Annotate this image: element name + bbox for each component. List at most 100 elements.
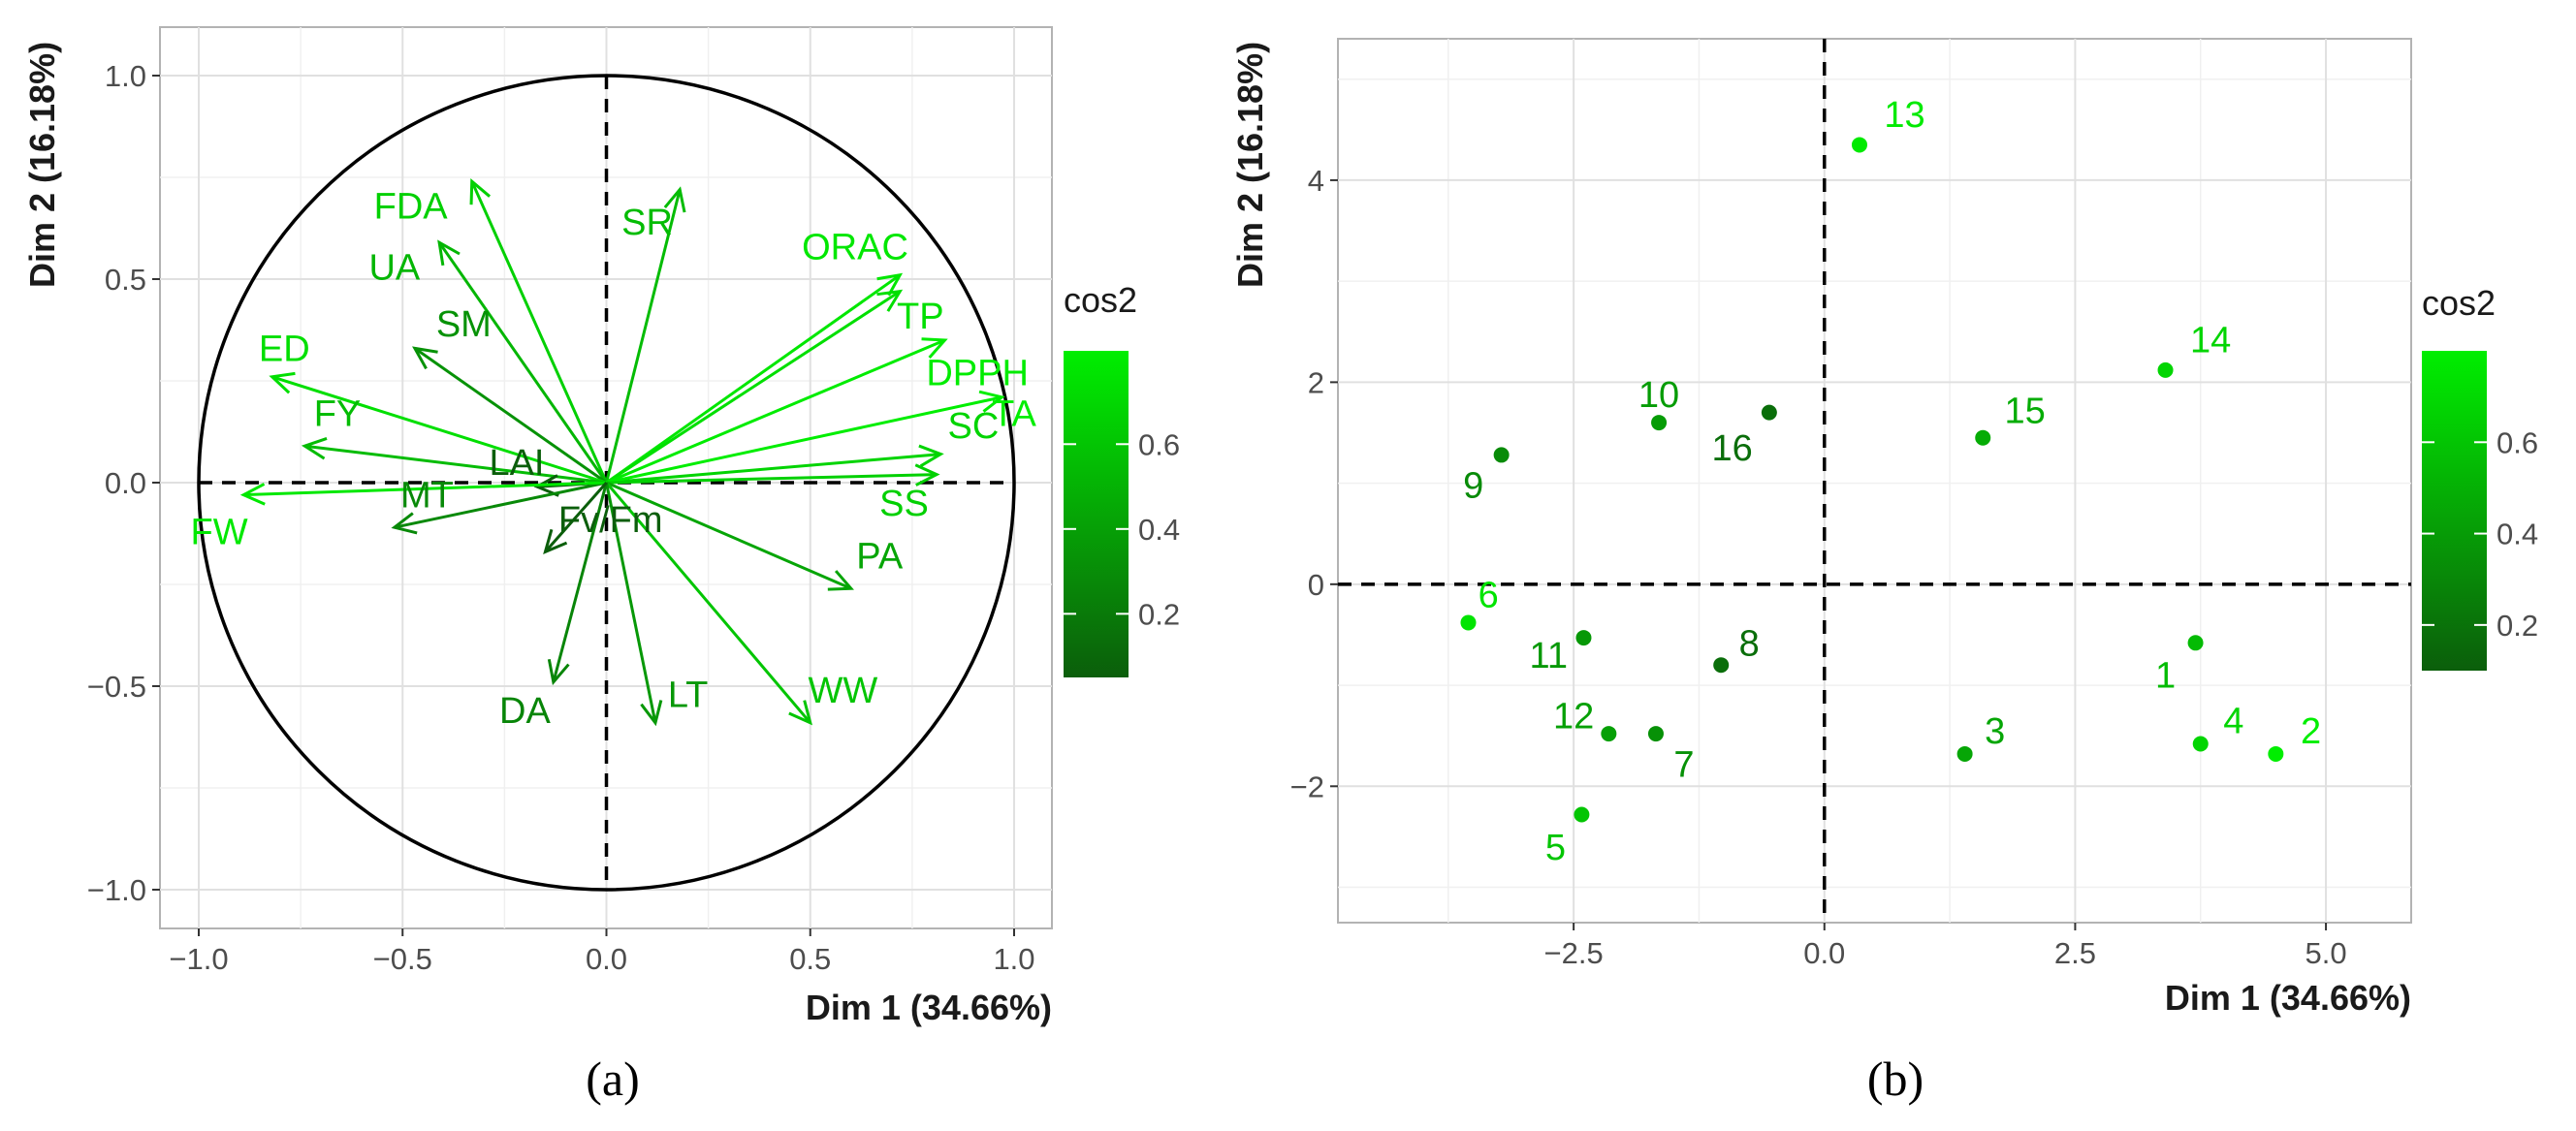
panel-b-x-axis-title: Dim 1 (34.66%) bbox=[2165, 978, 2411, 1018]
arrow-ss bbox=[606, 473, 938, 485]
point-5 bbox=[1574, 806, 1590, 823]
panel-a-x-tick-label: 1.0 bbox=[993, 942, 1034, 976]
panel-b-legend: cos2 0.2 0.4 0.6 bbox=[2422, 283, 2538, 671]
arrow-dpph bbox=[605, 338, 946, 485]
arrow-sr bbox=[605, 189, 682, 484]
point-label-5: 5 bbox=[1545, 828, 1566, 868]
panel-a-y-ticks: −1.0 −0.5 0.0 0.5 1.0 bbox=[87, 59, 160, 907]
panel-a-y-axis-title: Dim 2 (16.18%) bbox=[22, 42, 62, 288]
arrowhead-fda bbox=[469, 178, 492, 205]
arrowhead-ss bbox=[914, 463, 940, 487]
panel-a-correlation-circle bbox=[197, 74, 1016, 892]
point-9 bbox=[1493, 447, 1510, 463]
variable-label-ww: WW bbox=[809, 671, 878, 711]
panel-a-unit-circle bbox=[197, 74, 1016, 892]
arrow-ww bbox=[605, 482, 811, 724]
panel-b-legend-ticks: 0.2 0.4 0.6 bbox=[2422, 425, 2538, 643]
panel-a-y-tick-label: −1.0 bbox=[87, 873, 146, 907]
point-3 bbox=[1956, 745, 1973, 762]
panel-b-legend-tick-label: 0.4 bbox=[2496, 518, 2538, 551]
panel-b-legend-tick-label: 0.2 bbox=[2496, 609, 2538, 643]
panel-a-y-tick-label: 0.5 bbox=[105, 263, 146, 297]
arrowhead-pa bbox=[827, 570, 854, 591]
arrowhead-lai bbox=[533, 474, 559, 497]
point-15 bbox=[1975, 429, 1991, 446]
point-label-8: 8 bbox=[1739, 623, 1760, 664]
variable-label-mt: MT bbox=[400, 476, 454, 517]
panel-b-x-tick-label: 2.5 bbox=[2054, 936, 2096, 970]
arrowhead-sc bbox=[918, 444, 944, 468]
arrow-ua bbox=[437, 241, 608, 484]
panel-a-x-tick-label: −1.0 bbox=[169, 942, 228, 976]
arrow-ed bbox=[271, 375, 607, 485]
panel-a-legend-title: cos2 bbox=[1064, 280, 1137, 320]
panel-a-legend-tick-label: 0.6 bbox=[1138, 427, 1180, 461]
arrowhead-da bbox=[547, 658, 570, 686]
panel-a-x-ticks: −1.0 −0.5 0.0 0.5 1.0 bbox=[169, 928, 1035, 976]
arrowhead-lt bbox=[640, 700, 663, 727]
arrow-fda bbox=[470, 180, 608, 484]
arrowhead-fw bbox=[239, 483, 266, 506]
variable-label-ed: ED bbox=[259, 329, 310, 369]
panel-b-y-ticks: −2 0 2 4 bbox=[1290, 164, 1338, 803]
arrowhead-dpph bbox=[921, 337, 948, 359]
variable-label-fv-fm: Fv/Fm bbox=[558, 500, 663, 541]
panel-b-legend-colorbar bbox=[2422, 351, 2487, 671]
arrow-tp bbox=[605, 290, 902, 485]
panel-a-legend-ticks: 0.2 0.4 0.6 bbox=[1064, 427, 1180, 631]
panel-b-x-ticks: −2.5 0.0 2.5 5.0 bbox=[1544, 923, 2347, 970]
point-6 bbox=[1460, 614, 1477, 631]
point-label-6: 6 bbox=[1479, 575, 1499, 615]
arrowhead-ta bbox=[978, 390, 1005, 413]
panel-b-x-tick-label: 5.0 bbox=[2306, 936, 2347, 970]
point-11 bbox=[1575, 630, 1592, 646]
arrow-fv-fm bbox=[544, 482, 608, 553]
point-14 bbox=[2157, 361, 2174, 378]
panel-a-y-tick-label: 0.0 bbox=[105, 466, 146, 500]
panel-a-legend-tick-label: 0.4 bbox=[1138, 513, 1180, 547]
panel-a-x-axis-title: Dim 1 (34.66%) bbox=[806, 988, 1052, 1027]
panel-b-y-tick-label: −2 bbox=[1290, 770, 1324, 803]
panel-b-x-tick-label: 0.0 bbox=[1803, 936, 1845, 970]
panel-a-x-tick-label: 0.0 bbox=[586, 942, 627, 976]
arrow-lt bbox=[605, 482, 657, 724]
point-label-14: 14 bbox=[2190, 321, 2231, 361]
point-label-10: 10 bbox=[1638, 375, 1679, 416]
panel-b-reference-lines bbox=[1338, 39, 2411, 923]
panel-b-points bbox=[1460, 137, 2284, 823]
variable-label-sr: SR bbox=[621, 203, 673, 243]
point-7 bbox=[1647, 726, 1664, 742]
panel-b-legend-title: cos2 bbox=[2422, 283, 2496, 323]
arrow-mt bbox=[394, 481, 607, 529]
point-12 bbox=[1601, 726, 1617, 742]
point-label-11: 11 bbox=[1530, 636, 1568, 676]
variable-label-lai: LAI bbox=[489, 443, 544, 484]
variable-label-fy: FY bbox=[314, 394, 362, 435]
panel-b-legend-tick-label: 0.6 bbox=[2496, 425, 2538, 459]
point-4 bbox=[2192, 736, 2209, 752]
variable-label-pa: PA bbox=[856, 537, 904, 578]
variable-label-fda: FDA bbox=[374, 186, 449, 227]
arrow-orac bbox=[605, 273, 902, 485]
arrowhead-orac bbox=[876, 272, 904, 297]
panel-b-plot-background bbox=[1337, 38, 2412, 924]
point-label-16: 16 bbox=[1711, 428, 1752, 469]
point-label-13: 13 bbox=[1884, 95, 1924, 136]
variable-label-sc: SC bbox=[948, 406, 1000, 447]
arrow-fw bbox=[243, 481, 607, 497]
panel-a-y-tick-label: −0.5 bbox=[87, 670, 146, 704]
panel-b-y-tick-label: 0 bbox=[1308, 568, 1324, 602]
point-1 bbox=[2187, 635, 2204, 651]
point-label-12: 12 bbox=[1553, 696, 1594, 737]
panel-a-y-tick-label: 1.0 bbox=[105, 59, 146, 93]
panel-b-x-tick-label: −2.5 bbox=[1544, 936, 1604, 970]
variable-label-dpph: DPPH bbox=[926, 354, 1029, 394]
arrowhead-sr bbox=[663, 186, 686, 213]
arrowhead-ua bbox=[437, 239, 461, 267]
panel-b-y-tick-label: 4 bbox=[1308, 164, 1324, 198]
variable-label-sm: SM bbox=[436, 304, 492, 345]
variable-label-ua: UA bbox=[368, 247, 420, 288]
arrow-da bbox=[552, 482, 608, 683]
